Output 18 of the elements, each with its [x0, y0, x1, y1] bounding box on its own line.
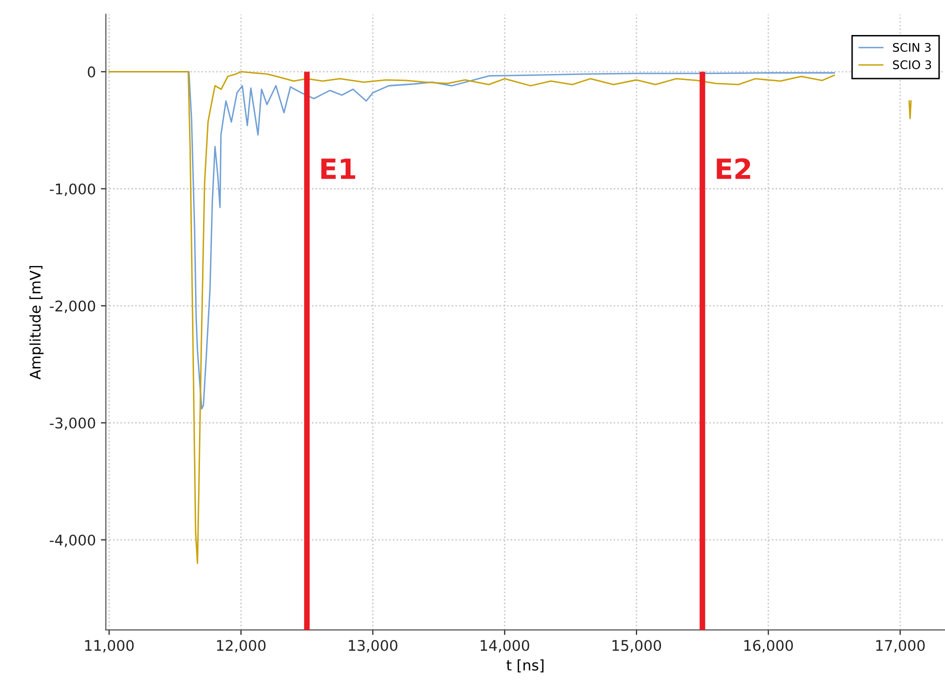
x-tick-label: 17,000 — [876, 640, 925, 652]
y-axis-title: Amplitude [mV] — [29, 266, 44, 380]
x-tick-label: 12,000 — [217, 640, 266, 652]
x-axis-title: t [ns] — [506, 659, 544, 672]
y-tick-label: -4,000 — [50, 534, 96, 548]
y-tick-label: -1,000 — [50, 183, 96, 196]
y-tick-label: -2,000 — [50, 300, 96, 314]
ref-line-label: E2 — [716, 158, 750, 179]
x-tick-label: 11,000 — [85, 640, 134, 652]
ref-line-label: E1 — [321, 158, 356, 179]
legend-label: SCIO 3 — [893, 60, 932, 70]
y-tick-label: 0 — [88, 66, 96, 78]
x-tick-label: 13,000 — [348, 640, 398, 652]
x-tick-label: 14,000 — [480, 640, 530, 652]
y-tick-label: -3,000 — [50, 418, 96, 430]
legend-label: SCIN 3 — [893, 42, 931, 52]
x-tick-label: 16,000 — [744, 640, 793, 652]
x-tick-label: 15,000 — [612, 640, 662, 652]
